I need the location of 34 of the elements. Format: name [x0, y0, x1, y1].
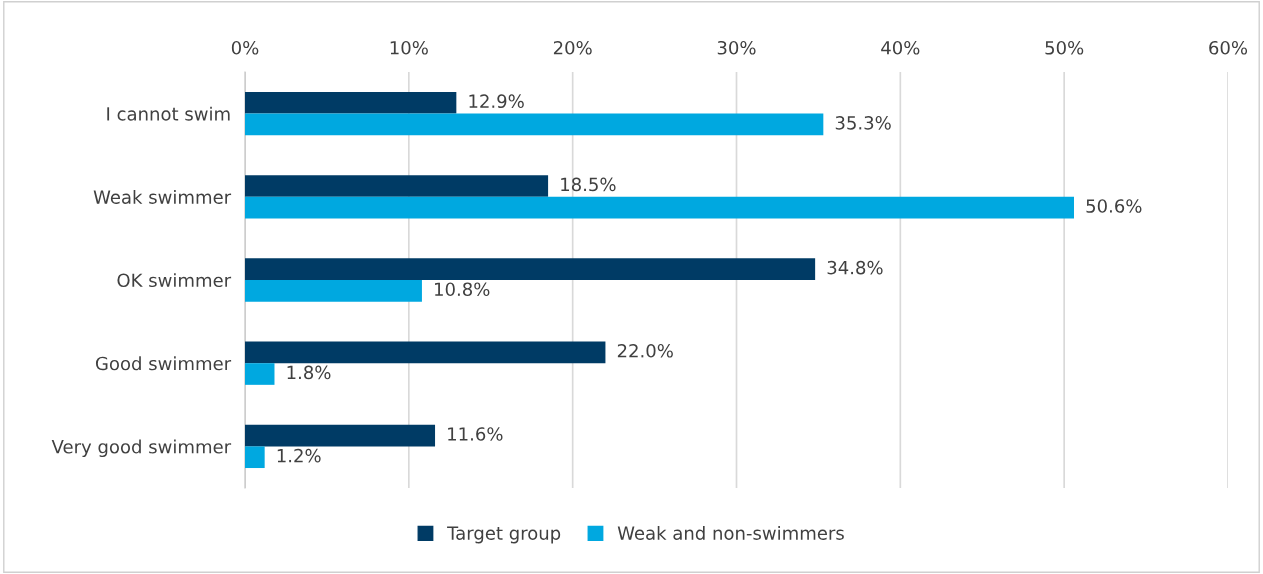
data-label: 50.6%	[1086, 199, 1142, 213]
y-tick-label: Very good swimmer	[51, 439, 232, 458]
x-tick-label: 30%	[717, 40, 756, 55]
x-tick-label: 60%	[1209, 40, 1248, 55]
data-label: 34.8%	[827, 260, 883, 275]
bar	[245, 424, 436, 447]
x-tick-label: 50%	[1045, 40, 1084, 55]
data-label: 1.2%	[277, 448, 321, 463]
legend-label: Target group	[447, 526, 561, 544]
x-tick-label: 40%	[881, 40, 920, 55]
bar	[245, 363, 275, 385]
bar	[245, 446, 265, 469]
legend-label: Weak and non-swimmers	[617, 525, 844, 540]
data-label: 22.0%	[617, 343, 673, 358]
data-label: 12.9%	[469, 94, 524, 109]
x-tick-label: 0%	[231, 40, 259, 55]
x-tick-label: 10%	[390, 40, 428, 55]
x-tick-label: 20%	[553, 40, 592, 55]
data-label: 1.8%	[287, 365, 331, 380]
data-label: 10.8%	[435, 282, 490, 297]
y-tick-label: I cannot swim	[107, 106, 230, 121]
bar	[245, 91, 457, 114]
y-tick-label: OK swimmer	[117, 273, 232, 288]
bar	[245, 341, 606, 364]
bar	[245, 280, 422, 302]
y-tick-label: Weak swimmer	[93, 189, 232, 204]
data-label: 18.5%	[561, 177, 616, 192]
data-label: 35.3%	[835, 116, 891, 130]
data-label: 11.6%	[448, 427, 503, 441]
bar	[245, 196, 1074, 219]
bar	[245, 258, 816, 280]
bar	[245, 113, 824, 136]
bar	[245, 175, 549, 197]
y-tick-label: Good swimmer	[95, 356, 232, 371]
